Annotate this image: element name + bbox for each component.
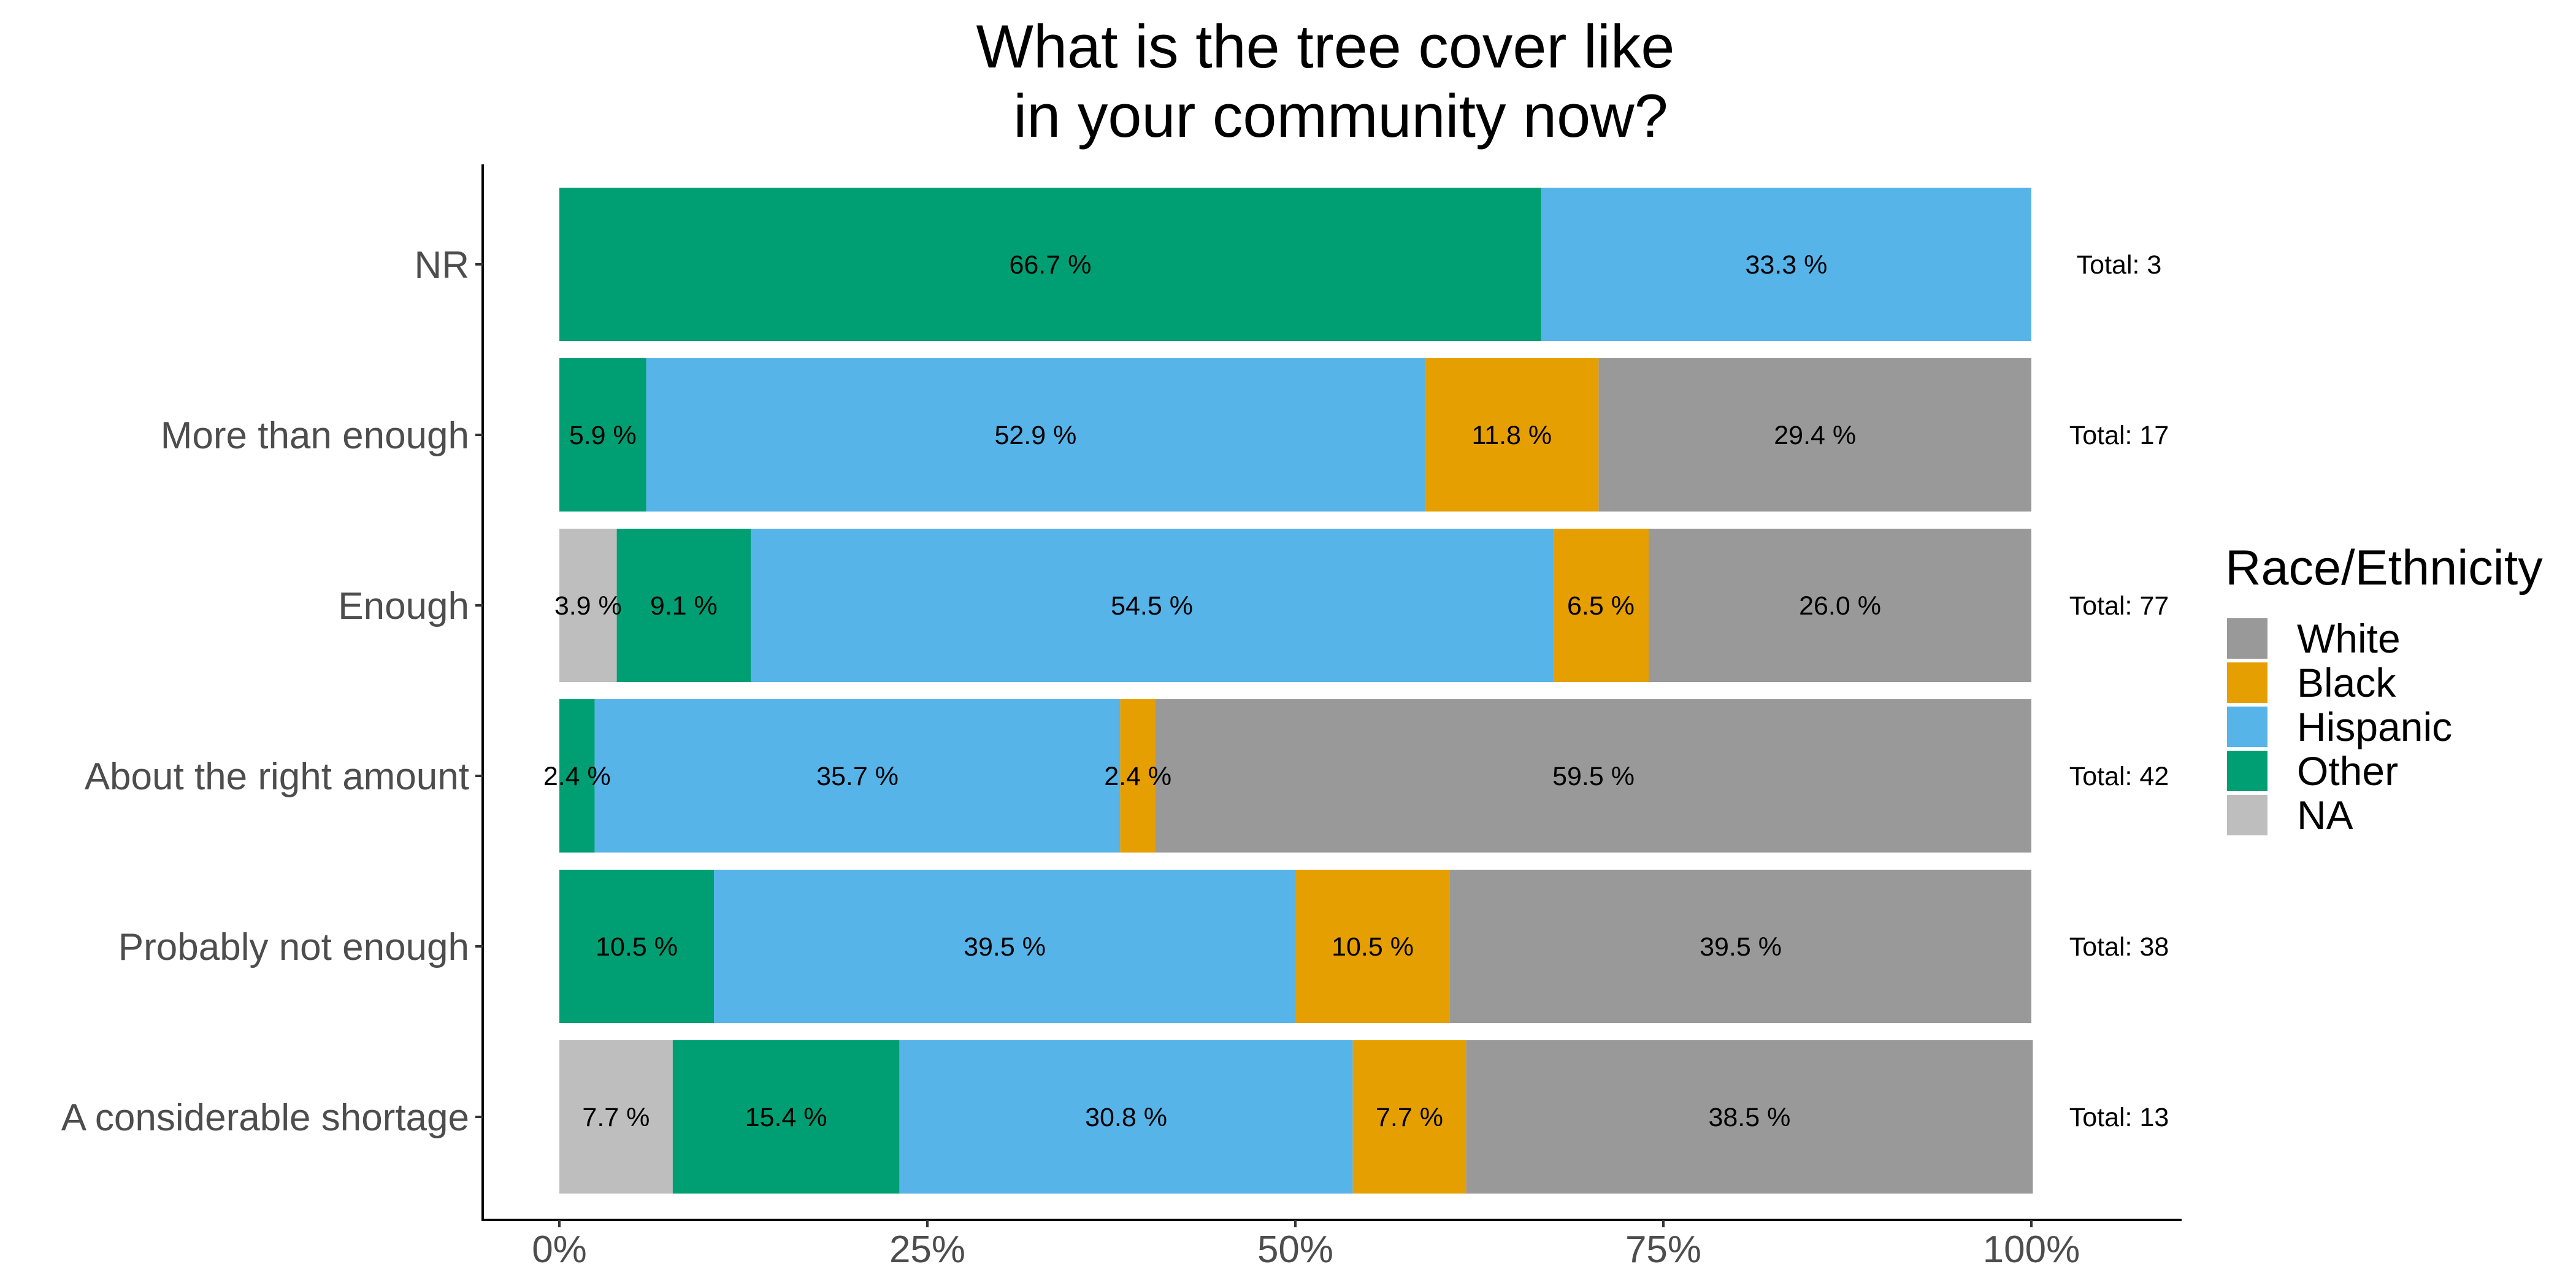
total-label-probably-not-enough: Total: 38 bbox=[2069, 932, 2169, 962]
chart-title-line-2: in your community now? bbox=[1013, 82, 1668, 150]
legend-swatch-black bbox=[2227, 662, 2267, 703]
bar-a-considerable-shortage-other bbox=[672, 1040, 900, 1194]
bar-enough-na bbox=[559, 529, 617, 682]
legend-title: Race/Ethnicity bbox=[2225, 540, 2543, 596]
bar-a-considerable-shortage-hispanic bbox=[899, 1040, 1353, 1194]
bar-enough-hispanic bbox=[751, 529, 1553, 682]
data-label-a-considerable-shortage-black: 7.7 % bbox=[1376, 1103, 1443, 1132]
data-label-about-the-right-amount-white: 59.5 % bbox=[1552, 762, 1635, 791]
x-tick-label-1: 25% bbox=[889, 1229, 965, 1271]
x-axis-ticks: 0% 25% 50% 75% 100% bbox=[532, 1220, 2080, 1271]
data-label-about-the-right-amount-other: 2.4 % bbox=[543, 762, 611, 791]
bar-more-than-enough-white bbox=[1598, 358, 2031, 512]
total-label-more-than-enough: Total: 17 bbox=[2069, 421, 2169, 450]
chart-title: What is the tree cover like in your comm… bbox=[976, 12, 1675, 150]
y-tick-label-a-considerable-shortage: A considerable shortage bbox=[61, 1097, 469, 1139]
data-label-a-considerable-shortage-hispanic: 30.8 % bbox=[1085, 1103, 1167, 1132]
x-tick-label-0: 0% bbox=[532, 1229, 587, 1271]
axes bbox=[481, 164, 2182, 1221]
bar-segments bbox=[559, 188, 2033, 1194]
total-label-about-the-right-amount: Total: 42 bbox=[2069, 762, 2169, 791]
legend-label-other: Other bbox=[2297, 748, 2398, 794]
data-label-nr-hispanic: 33.3 % bbox=[1745, 250, 1827, 280]
bar-enough-white bbox=[1649, 529, 2031, 682]
bar-about-the-right-amount-other bbox=[559, 699, 595, 853]
bar-enough-black bbox=[1553, 529, 1649, 682]
data-label-enough-white: 26.0 % bbox=[1799, 591, 1881, 621]
legend-label-white: White bbox=[2297, 616, 2401, 661]
y-axis-ticks: NR More than enough Enough About the right … bbox=[61, 244, 483, 1139]
legend-label-na: NA bbox=[2297, 792, 2353, 838]
bar-probably-not-enough-black bbox=[1295, 870, 1450, 1023]
legend-swatch-na bbox=[2227, 795, 2267, 835]
legend-label-black: Black bbox=[2297, 660, 2396, 705]
bar-enough-other bbox=[616, 529, 751, 682]
total-labels: Total: 3 Total: 17 Total: 77 Total: 42 Total… bbox=[2069, 250, 2169, 1132]
bar-probably-not-enough-white bbox=[1450, 870, 2031, 1023]
data-label-more-than-enough-hispanic: 52.9 % bbox=[994, 421, 1076, 450]
bar-a-considerable-shortage-black bbox=[1352, 1040, 1466, 1194]
data-label-enough-hispanic: 54.5 % bbox=[1111, 591, 1193, 621]
data-label-more-than-enough-black: 11.8 % bbox=[1471, 421, 1552, 450]
data-label-more-than-enough-white: 29.4 % bbox=[1774, 421, 1856, 450]
bar-about-the-right-amount-white bbox=[1156, 699, 2031, 853]
bar-probably-not-enough-other bbox=[559, 870, 714, 1023]
legend-swatch-other bbox=[2227, 751, 2267, 791]
legend-swatch-white bbox=[2227, 618, 2267, 659]
chart-title-line-1: What is the tree cover like bbox=[976, 12, 1675, 80]
legend-label-hispanic: Hispanic bbox=[2297, 704, 2452, 749]
y-tick-label-enough: Enough bbox=[338, 585, 469, 627]
bar-a-considerable-shortage-na bbox=[559, 1040, 673, 1194]
segment-labels: 66.7 % 33.3 % 5.9 % 52.9 % 11.8 % 29.4 % 3.9 %… bbox=[543, 250, 1881, 1132]
data-label-enough-black: 6.5 % bbox=[1567, 591, 1635, 621]
y-tick-label-about-the-right-amount: About the right amount bbox=[85, 756, 469, 798]
bar-more-than-enough-black bbox=[1425, 358, 1599, 512]
bar-a-considerable-shortage-white bbox=[1466, 1040, 2033, 1194]
data-label-a-considerable-shortage-na: 7.7 % bbox=[582, 1103, 650, 1132]
bar-more-than-enough-other bbox=[559, 358, 646, 512]
total-label-nr: Total: 3 bbox=[2077, 250, 2162, 280]
x-tick-label-2: 50% bbox=[1257, 1229, 1333, 1271]
data-label-about-the-right-amount-black: 2.4 % bbox=[1104, 762, 1171, 791]
y-tick-label-probably-not-enough: Probably not enough bbox=[118, 926, 469, 968]
data-label-enough-na: 3.9 % bbox=[554, 591, 622, 621]
y-tick-label-nr: NR bbox=[414, 244, 469, 286]
bar-about-the-right-amount-hispanic bbox=[594, 699, 1121, 853]
x-tick-label-3: 75% bbox=[1625, 1229, 1701, 1271]
bar-more-than-enough-hispanic bbox=[646, 358, 1425, 512]
bar-probably-not-enough-hispanic bbox=[714, 870, 1295, 1023]
data-label-about-the-right-amount-hispanic: 35.7 % bbox=[816, 762, 899, 791]
x-tick-label-4: 100% bbox=[1983, 1229, 2080, 1271]
data-label-more-than-enough-other: 5.9 % bbox=[569, 421, 637, 450]
y-tick-label-more-than-enough: More than enough bbox=[161, 415, 469, 457]
data-label-a-considerable-shortage-other: 15.4 % bbox=[745, 1103, 827, 1132]
data-label-probably-not-enough-other: 10.5 % bbox=[596, 932, 678, 962]
bar-nr-other bbox=[559, 188, 1541, 341]
data-label-a-considerable-shortage-white: 38.5 % bbox=[1708, 1103, 1790, 1132]
data-label-probably-not-enough-black: 10.5 % bbox=[1332, 932, 1414, 962]
data-label-enough-other: 9.1 % bbox=[650, 591, 718, 621]
bar-about-the-right-amount-black bbox=[1120, 699, 1156, 853]
bar-nr-hispanic bbox=[1541, 188, 2031, 341]
total-label-a-considerable-shortage: Total: 13 bbox=[2069, 1103, 2169, 1132]
data-label-probably-not-enough-white: 39.5 % bbox=[1700, 932, 1782, 962]
legend-swatch-hispanic bbox=[2227, 707, 2267, 747]
data-label-probably-not-enough-hispanic: 39.5 % bbox=[964, 932, 1046, 962]
total-label-enough: Total: 77 bbox=[2069, 591, 2169, 621]
data-label-nr-other: 66.7 % bbox=[1009, 250, 1091, 280]
